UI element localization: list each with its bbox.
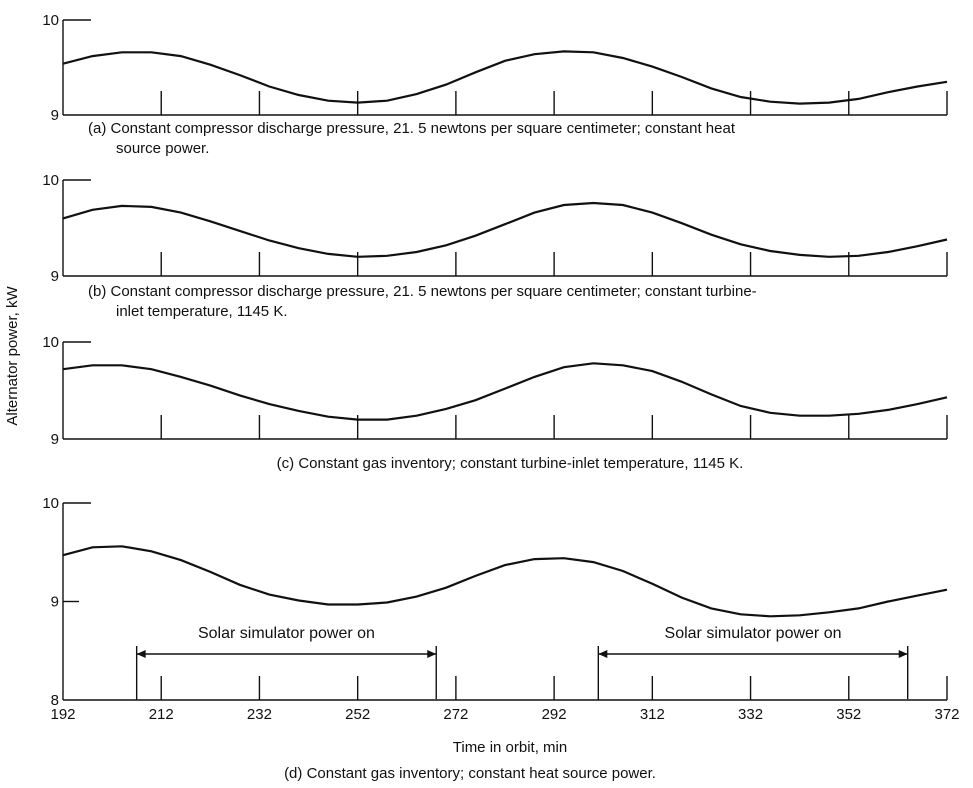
panel-b-ytick-label: 10 bbox=[42, 172, 59, 189]
solar-on-2-right-arrow bbox=[898, 650, 908, 658]
x-tick-label-192: 192 bbox=[50, 706, 75, 723]
x-tick-label-292: 292 bbox=[542, 706, 567, 723]
panel-d-caption-line-1: (d) Constant gas inventory; constant hea… bbox=[284, 765, 656, 782]
panel-a-power-curve bbox=[62, 50, 948, 105]
x-tick-label-232: 232 bbox=[247, 706, 272, 723]
panel-a-caption-line-2: source power. bbox=[116, 140, 209, 157]
x-axis-title: Time in orbit, min bbox=[453, 739, 567, 756]
solar-on-1-right-arrow bbox=[427, 650, 437, 658]
panel-d-power-curve bbox=[62, 545, 948, 618]
x-tick-label-272: 272 bbox=[443, 706, 468, 723]
x-tick-label-372: 372 bbox=[934, 706, 959, 723]
panel-b-power-curve bbox=[62, 201, 948, 258]
panel-a-ytick-label: 9 bbox=[51, 107, 59, 124]
panel-b-caption-line-2: inlet temperature, 1145 K. bbox=[116, 303, 288, 320]
panel-c-power-curve bbox=[62, 362, 948, 421]
x-tick-label-332: 332 bbox=[738, 706, 763, 723]
panel-a-caption-line-1: (a) Constant compressor discharge pressu… bbox=[88, 120, 736, 137]
solar-on-2-left-arrow bbox=[598, 650, 608, 658]
panel-b-caption-line-1: (b) Constant compressor discharge pressu… bbox=[88, 283, 757, 300]
panel-d-ytick-label: 10 bbox=[42, 495, 59, 512]
panel-d-ytick-label: 8 bbox=[51, 692, 59, 709]
panel-a-ytick-label: 10 bbox=[42, 12, 59, 29]
panel-c-ytick-label: 9 bbox=[51, 431, 59, 448]
x-tick-label-312: 312 bbox=[640, 706, 665, 723]
panel-d-ytick-label: 9 bbox=[51, 594, 59, 611]
solar-on-1-label: Solar simulator power on bbox=[198, 625, 375, 642]
panel-c-caption-line-1: (c) Constant gas inventory; constant tur… bbox=[277, 455, 744, 472]
x-tick-label-252: 252 bbox=[345, 706, 370, 723]
solar-on-2-label: Solar simulator power on bbox=[665, 625, 842, 642]
solar-on-1-left-arrow bbox=[136, 650, 146, 658]
panel-b-ytick-label: 9 bbox=[51, 268, 59, 285]
y-axis-title: Alternator power, kW bbox=[4, 286, 21, 426]
x-tick-label-352: 352 bbox=[836, 706, 861, 723]
panel-c-ytick-label: 10 bbox=[42, 334, 59, 351]
x-tick-label-212: 212 bbox=[149, 706, 174, 723]
